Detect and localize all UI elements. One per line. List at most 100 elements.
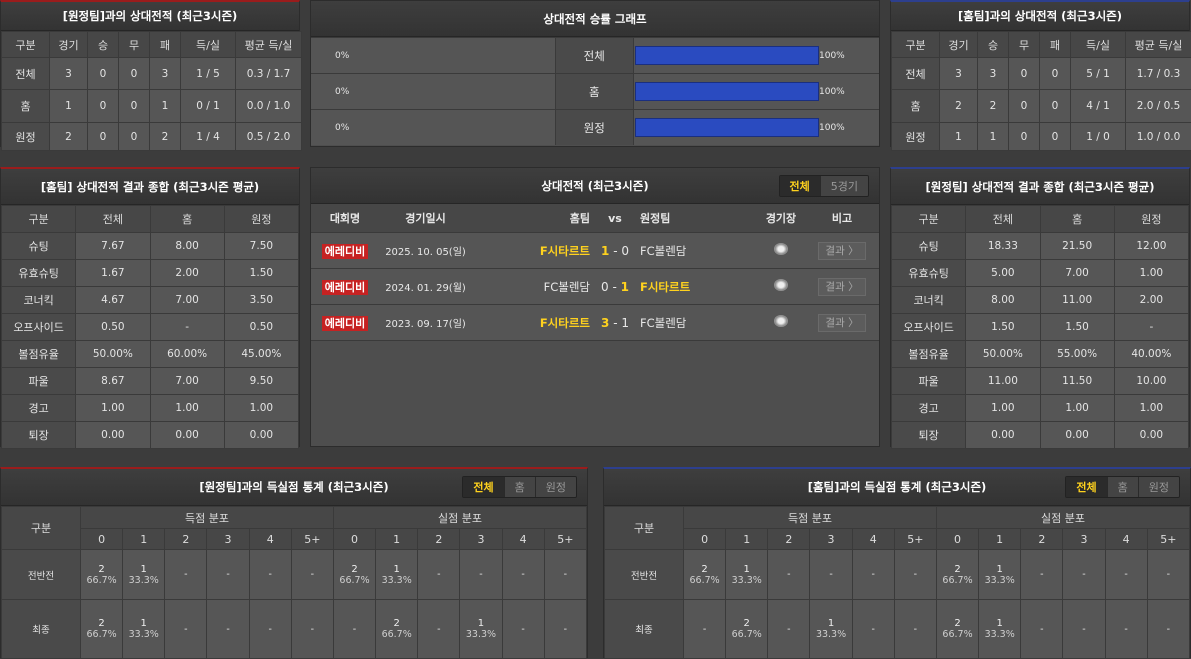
table-cell: - [1063,550,1105,600]
row-label: 퇴장 [892,422,966,449]
result-button[interactable]: 결과 〉 [818,314,865,332]
percent: 66.7% [937,575,978,586]
column-header: 구분 [892,32,940,58]
percent: 33.3% [376,575,417,586]
row-label: 볼점유율 [892,341,966,368]
competition-badge[interactable]: 에레디비 [322,280,368,295]
table-cell: 1.00 [150,395,224,422]
table-cell: 3 [978,58,1009,90]
goals-column: 3 [1063,529,1105,550]
table-cell: 0.00 [224,422,298,449]
row-label: 홈 [555,74,634,109]
result-button[interactable]: 결과 〉 [818,242,865,260]
stadium-icon[interactable] [774,243,788,255]
table-cell: 9.50 [224,368,298,395]
empty-value: - [871,569,874,580]
row-label: 코너킥 [2,287,76,314]
table-cell: - [768,600,810,659]
table-cell: 0.5 / 2.0 [236,123,302,151]
table-cell: 1 / 4 [181,123,236,151]
table-cell: 50.00% [966,341,1040,368]
row-label: 파울 [892,368,966,395]
table-cell: - [418,550,460,600]
left-rate: 0% [311,110,555,145]
empty-value: - [353,624,356,635]
tab-원정[interactable]: 원정 [1138,477,1179,497]
goals-column: 1 [123,529,165,550]
table-cell: - [768,550,810,600]
result-button[interactable]: 결과 〉 [818,278,865,296]
table-cell: 8.00 [150,233,224,260]
table-cell: 8.00 [966,287,1040,314]
matches-header: 대회명 경기일시 홈팀 vs 원정팀 경기장 비고 [311,204,879,233]
tab-전체[interactable]: 전체 [1066,477,1106,497]
table-cell: 1.50 [966,314,1040,341]
left-rate: 0% [311,38,555,73]
tab-전체[interactable]: 전체 [780,176,820,196]
tab-홈[interactable]: 홈 [1107,477,1138,497]
count: 1 [460,618,501,629]
away-team[interactable]: FC볼렌담 [640,315,750,331]
table-cell: 0 [88,90,119,123]
table-cell: 4.67 [76,287,150,314]
row-label: 오프사이드 [892,314,966,341]
competition-badge[interactable]: 에레디비 [322,316,368,331]
empty-value: - [871,624,874,635]
panel-title: 상대전적 (최근3시즌) [541,178,648,194]
tab-5경기[interactable]: 5경기 [820,176,868,196]
home-team[interactable]: FC볼렌담 [472,279,590,295]
tab-전체[interactable]: 전체 [463,477,503,497]
table-cell: - [1021,550,1063,600]
row-label: 원정 [2,123,50,151]
away-team[interactable]: F시타르트 [640,279,750,295]
table-cell: 7.00 [150,287,224,314]
goals-column: 4 [1105,529,1147,550]
stadium-icon[interactable] [774,315,788,327]
row-label: 홈 [892,90,940,123]
table-cell: 2.0 / 0.5 [1126,90,1191,123]
row-label: 경고 [2,395,76,422]
table-cell: 0 [1009,90,1040,123]
table-cell: - [291,550,333,600]
goals-column: 1 [376,529,418,550]
table-cell: 1 [150,90,181,123]
count: 1 [376,564,417,575]
right-rate: 100% [819,51,879,61]
row-label: 전체 [555,38,634,73]
table-cell: - [291,600,333,659]
empty-value: - [703,624,706,635]
table-cell: - [1105,550,1147,600]
table-cell: 2.00 [150,260,224,287]
panel-title: [원정팀] 상대전적 결과 종합 (최근3시즌 평균) [891,169,1189,205]
empty-value: - [311,569,314,580]
competition-badge[interactable]: 에레디비 [322,244,368,259]
tab-홈[interactable]: 홈 [504,477,535,497]
empty-value: - [184,624,187,635]
home-team[interactable]: F시타르트 [472,315,590,331]
percent: 66.7% [726,629,767,640]
goals-column: 0 [333,529,375,550]
panel-title: [홈팀]과의 상대전적 (최근3시즌) [891,2,1189,31]
row-label: 전반전 [605,550,684,600]
table-cell: - [207,600,249,659]
stadium-icon[interactable] [774,279,788,291]
tab-원정[interactable]: 원정 [535,477,576,497]
empty-value: - [564,569,567,580]
panel-title: [원정팀]과의 득실점 통계 (최근3시즌) [199,479,388,495]
table-cell: - [810,550,852,600]
away-team[interactable]: FC볼렌담 [640,243,750,259]
home-team[interactable]: F시타르트 [472,243,590,259]
away-score: 1 [621,316,629,330]
